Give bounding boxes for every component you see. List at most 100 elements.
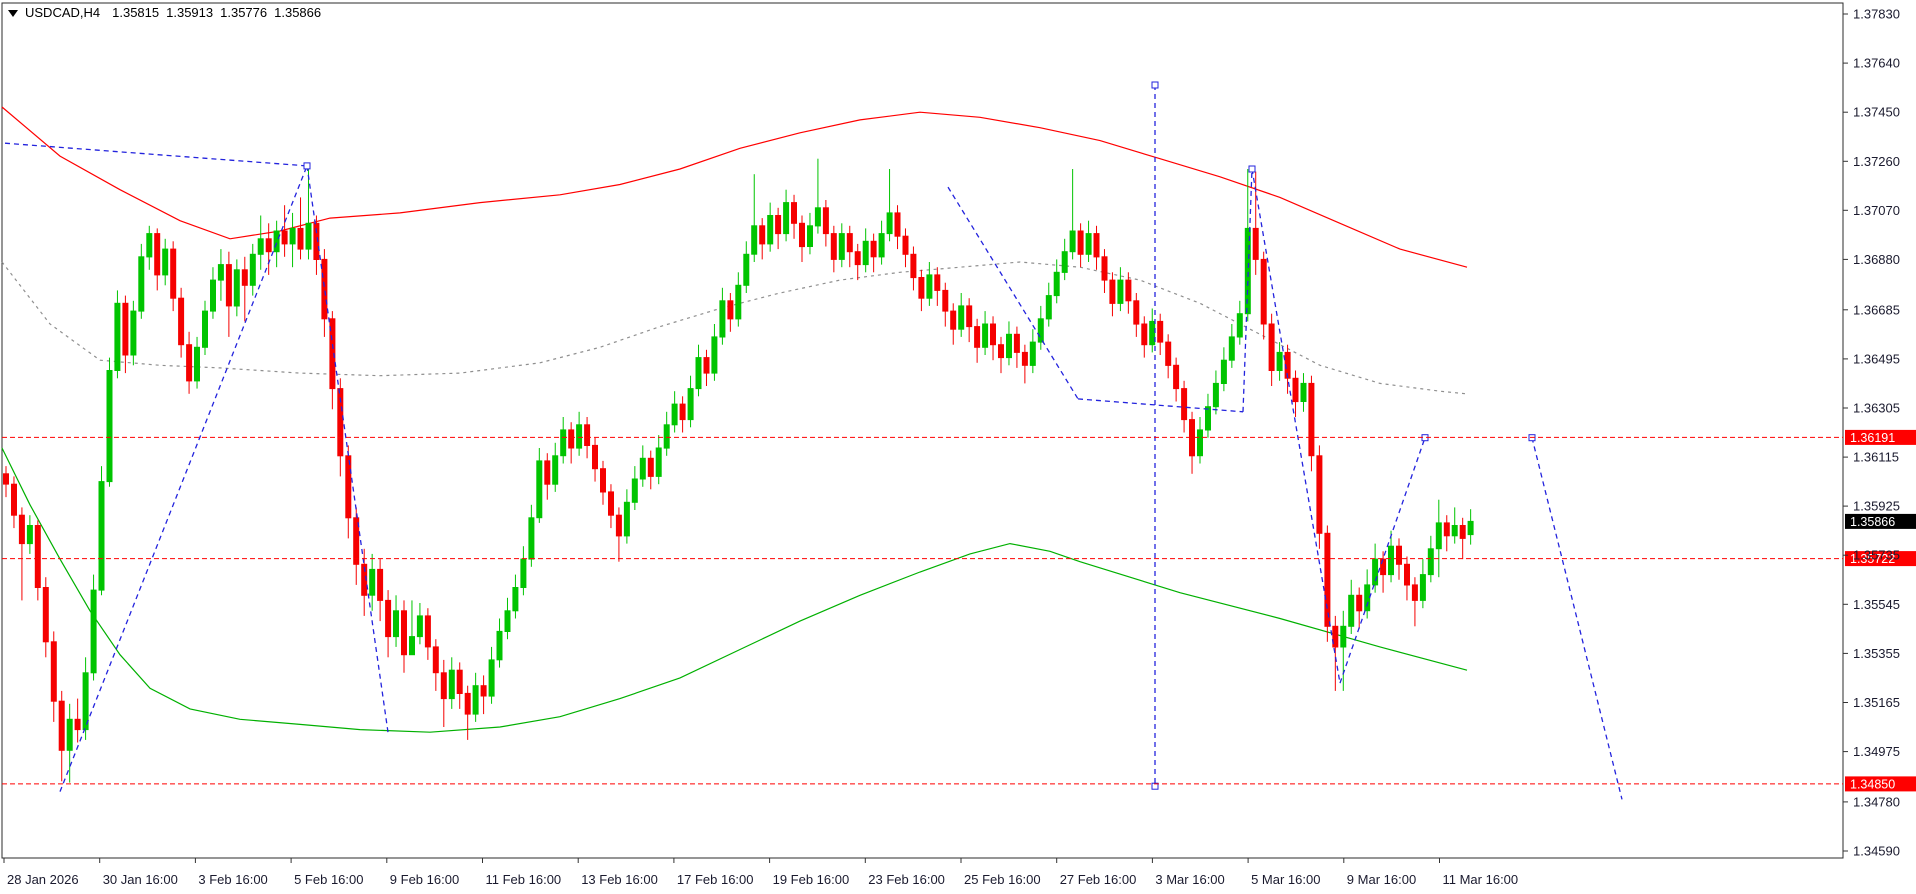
trendline-handle[interactable] (303, 162, 311, 170)
bull-candle (1197, 429, 1203, 457)
trendline-handle[interactable] (1151, 782, 1159, 790)
bear-candle (329, 318, 336, 390)
x-axis-date-label: 13 Feb 16:00 (581, 872, 658, 887)
chart-title: USDCAD,H4 1.35815 1.35913 1.35776 1.3586… (6, 5, 328, 20)
bear-candle (1411, 584, 1418, 601)
bull-candle (496, 630, 503, 661)
current-price-label: 1.35866 (1850, 515, 1895, 529)
bull-candle (82, 672, 89, 731)
bear-candle (974, 326, 981, 348)
bull-candle (1220, 359, 1227, 385)
y-axis-tick-label: 1.34780 (1853, 794, 1900, 809)
price-line-label-box (1845, 776, 1916, 792)
trendline-segment[interactable] (1339, 437, 1426, 684)
bull-candle (862, 240, 869, 266)
bull-candle (655, 447, 662, 477)
trendline-segment[interactable] (1242, 168, 1253, 412)
bull-candle (369, 568, 376, 596)
bull-candle (623, 501, 630, 537)
trendline-handle[interactable] (1248, 165, 1256, 173)
bear-candle (170, 248, 177, 299)
bear-candle (615, 514, 622, 537)
bull-candle (1236, 313, 1243, 338)
bear-candle (281, 230, 288, 245)
bear-candle (456, 669, 463, 695)
bull-candle (1045, 295, 1052, 320)
bull-candle (210, 279, 216, 312)
y-axis-tick-label: 1.35165 (1853, 695, 1900, 710)
bull-candle (98, 481, 105, 591)
y-axis[interactable]: 1.37830 1.37640 1.37450 1.37260 1.37070 1.368… (1843, 7, 1900, 859)
bear-candle (464, 692, 471, 715)
trendline-segment[interactable] (1077, 398, 1244, 413)
bear-candle (902, 235, 909, 255)
bull-candle (1300, 382, 1307, 402)
bull-candle (639, 457, 646, 480)
trendline-segment[interactable] (1251, 168, 1341, 684)
trendline-segment[interactable] (306, 165, 389, 733)
bull-candle (1419, 574, 1426, 601)
bear-candle (480, 685, 487, 697)
bull-candle (576, 424, 583, 449)
bull-candle (838, 233, 845, 260)
bull-candle (807, 225, 813, 248)
bear-candle (544, 460, 551, 485)
bull-candle (249, 253, 256, 286)
bear-candle (58, 700, 65, 751)
y-axis-tick-label: 1.35735 (1853, 548, 1900, 563)
x-axis-date-label: 28 Jan 2026 (7, 872, 79, 887)
bull-candle (1348, 594, 1355, 627)
trendline-segment[interactable] (1531, 437, 1623, 800)
plot-border (1, 2, 1844, 859)
bear-candle (225, 264, 232, 307)
y-axis-tick-label: 1.37070 (1853, 203, 1900, 218)
bear-candle (950, 310, 957, 330)
x-axis-date-label: 5 Mar 16:00 (1251, 872, 1320, 887)
y-axis-tick-label: 1.36880 (1853, 252, 1900, 267)
y-axis-tick-label: 1.34975 (1853, 744, 1900, 759)
trendline-segment[interactable] (4, 142, 308, 167)
trendline-segment[interactable] (947, 186, 1079, 400)
bull-candle (106, 370, 113, 483)
bear-candle (1141, 323, 1148, 346)
collapse-ohlc-icon[interactable] (8, 10, 18, 17)
trendline-handle[interactable] (1151, 81, 1159, 89)
bear-candle (647, 457, 654, 477)
bull-candle (1276, 351, 1283, 371)
bear-candle (401, 610, 407, 656)
bear-candle (990, 323, 996, 346)
bull-candle (552, 455, 559, 485)
x-axis-date-label: 19 Feb 16:00 (773, 872, 850, 887)
bull-candle (1244, 227, 1251, 315)
x-axis[interactable]: 28 Jan 2026 30 Jan 16:00 3 Feb 16:00 5 Feb … (3, 858, 1518, 887)
bull-candle (217, 264, 224, 281)
bear-candle (11, 483, 17, 516)
bull-candle (273, 230, 280, 253)
bear-candle (178, 297, 185, 346)
bull-candle (512, 587, 519, 612)
x-axis-date-label: 3 Mar 16:00 (1155, 872, 1224, 887)
bull-candle (202, 310, 208, 348)
bear-candle (1380, 558, 1387, 576)
bear-candle (1356, 594, 1363, 612)
bear-candle (918, 277, 925, 299)
bull-candle (488, 659, 495, 697)
bear-candle (74, 718, 81, 731)
y-axis-tick-label: 1.36305 (1853, 401, 1900, 416)
bear-candle (942, 289, 949, 312)
bull-candle (130, 310, 137, 356)
bear-candle (568, 429, 575, 449)
bear-candle (998, 344, 1004, 359)
bear-candle (679, 403, 686, 421)
y-axis-tick-label: 1.37450 (1853, 105, 1900, 120)
bear-candle (1316, 455, 1323, 534)
bull-candle (26, 525, 33, 545)
trendline-segment[interactable] (59, 165, 308, 792)
trendlines-layer[interactable] (4, 142, 1623, 800)
bull-candle (695, 357, 702, 390)
bear-candle (822, 207, 829, 235)
x-axis-date-label: 17 Feb 16:00 (677, 872, 754, 887)
y-axis-tick-label: 1.36685 (1853, 302, 1900, 317)
price-line-label-box (1845, 551, 1916, 567)
